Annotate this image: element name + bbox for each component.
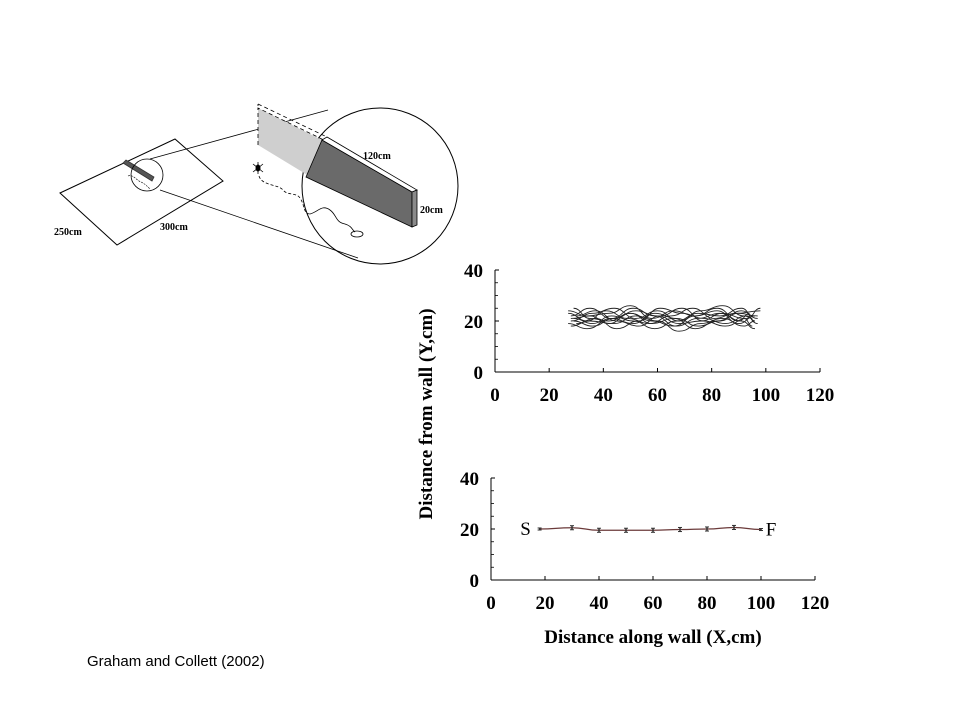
series-line: [570, 315, 756, 332]
series-line: [570, 305, 753, 322]
x-tick-label: 40: [594, 385, 613, 406]
arena-length-label: 300cm: [160, 222, 188, 233]
magnifier-large-circle: [301, 107, 459, 265]
x-tick-labels: 0 20 40 60 80 100 120: [490, 385, 834, 406]
x-tick-label: 0: [490, 385, 500, 406]
y-tick-label: 40: [460, 469, 479, 490]
arena-floor: [59, 138, 224, 246]
wall-shaded-outside: [258, 108, 322, 176]
series-line: [568, 307, 756, 330]
start-label: S: [520, 519, 531, 540]
wall-length-label: 120cm: [363, 151, 391, 162]
chart-mean-path: 0 20 40 60 80 100 120 0 20 40 S F Distan…: [460, 469, 829, 648]
series-line: [568, 307, 761, 325]
magnifier-connector-bottom: [159, 189, 359, 259]
x-tick-label: 0: [486, 593, 496, 614]
wall-end-face: [411, 189, 418, 228]
x-tick-label: 60: [648, 385, 667, 406]
y-tick-labels: 0 20 40: [464, 261, 483, 384]
y-tick-label: 0: [474, 363, 484, 384]
y-tick-labels: 0 20 40: [460, 469, 479, 592]
x-tick-label: 100: [747, 593, 776, 614]
series-line: [568, 305, 750, 322]
y-tick-label: 20: [464, 312, 483, 333]
x-tick-labels: 0 20 40 60 80 100 120: [486, 593, 829, 614]
finish-label: F: [766, 520, 777, 541]
arena-trajectory-mini: [127, 175, 151, 190]
x-tick-label: 120: [806, 385, 835, 406]
wall-height-label: 20cm: [420, 205, 443, 216]
x-tick-marks: [494, 368, 821, 372]
series-line: [576, 307, 761, 327]
series-line: [573, 307, 758, 330]
chart-trajectories: 0 20 40 60 80 100 120 0 20 40: [464, 261, 834, 406]
trajectory-lines: [568, 305, 761, 332]
arena-wall-mini: [122, 159, 155, 182]
x-tick-label: 80: [702, 385, 721, 406]
shared-y-axis-label: Distance from wall (Y,cm): [416, 308, 437, 519]
setup-diagram: 250cm 300cm 120cm 20cm: [54, 103, 459, 265]
x-tick-label: 120: [801, 593, 830, 614]
x-tick-label: 40: [590, 593, 609, 614]
y-tick-label: 0: [470, 571, 480, 592]
y-tick-marks: [491, 477, 495, 581]
wall-dashed-top: [257, 103, 328, 138]
y-tick-marks: [495, 269, 499, 373]
y-tick-label: 40: [464, 261, 483, 282]
series-line: [573, 307, 758, 330]
wall-dark: [305, 139, 413, 228]
magnifier-small-circle: [130, 158, 164, 192]
mean-path-line: [537, 524, 763, 533]
x-tick-marks: [490, 576, 816, 580]
x-tick-label: 20: [536, 593, 555, 614]
y-tick-label: 20: [460, 520, 479, 541]
nest-icon: [350, 230, 364, 238]
arena-width-label: 250cm: [54, 227, 82, 238]
x-tick-label: 80: [698, 593, 717, 614]
magnifier-connector-top: [149, 109, 329, 160]
x-tick-label: 20: [540, 385, 559, 406]
x-axis-label: Distance along wall (X,cm): [544, 627, 761, 648]
ant-path-solid: [309, 207, 356, 233]
x-tick-label: 100: [752, 385, 781, 406]
ant-icon: [252, 162, 264, 174]
citation-text: Graham and Collett (2002): [87, 653, 265, 670]
x-tick-label: 60: [644, 593, 663, 614]
